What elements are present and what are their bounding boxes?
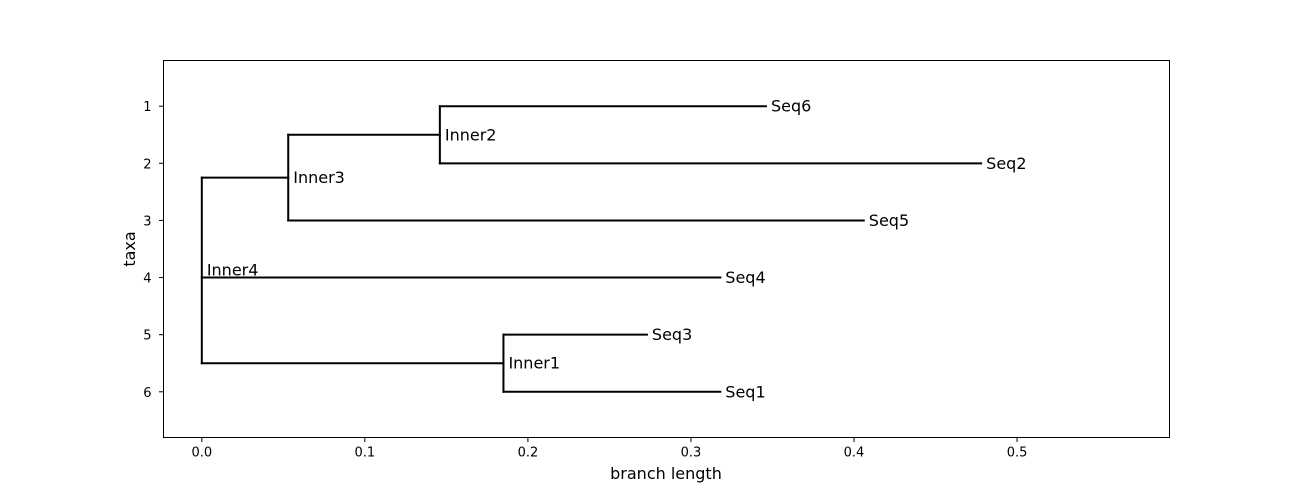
node-labels-layer: Inner4 Inner3 Inner2 Inner1 Seq6 Seq2 Seq5 Seq4…: [207, 97, 1027, 402]
node-label-Seq4: Seq4: [725, 268, 765, 287]
x-axis: 0.0 0.1 0.2 0.3 0.4 0.5: [191, 437, 1028, 461]
y-tick-label: 4: [143, 272, 151, 287]
node-label-Inner4: Inner4: [207, 261, 259, 280]
y-tick-label: 3: [143, 214, 151, 229]
y-tick-label: 1: [143, 100, 151, 115]
branches-layer: [200, 105, 983, 393]
node-label-Inner2: Inner2: [445, 125, 497, 144]
node-label-Inner1: Inner1: [508, 354, 560, 373]
x-tick-label: 0.3: [681, 446, 702, 461]
node-label-Seq5: Seq5: [869, 211, 909, 230]
node-label-Inner3: Inner3: [293, 168, 345, 187]
node-label-Seq3: Seq3: [652, 325, 692, 344]
node-label-Seq1: Seq1: [725, 382, 765, 401]
x-tick-label: 0.1: [355, 446, 376, 461]
y-tick-label: 6: [143, 386, 151, 401]
node-label-Seq6: Seq6: [771, 97, 811, 116]
y-tick-label: 2: [143, 157, 151, 172]
x-tick-label: 0.0: [191, 446, 212, 461]
node-label-Seq2: Seq2: [986, 154, 1026, 173]
x-tick-label: 0.5: [1007, 446, 1028, 461]
y-axis: 1 2 3 4 5 6: [143, 100, 164, 401]
x-axis-title: branch length: [610, 464, 722, 483]
y-axis-title: taxa: [120, 231, 139, 266]
x-tick-label: 0.2: [518, 446, 539, 461]
plot-frame: [163, 60, 1170, 438]
x-tick-label: 0.4: [844, 446, 865, 461]
y-tick-label: 5: [143, 329, 151, 344]
